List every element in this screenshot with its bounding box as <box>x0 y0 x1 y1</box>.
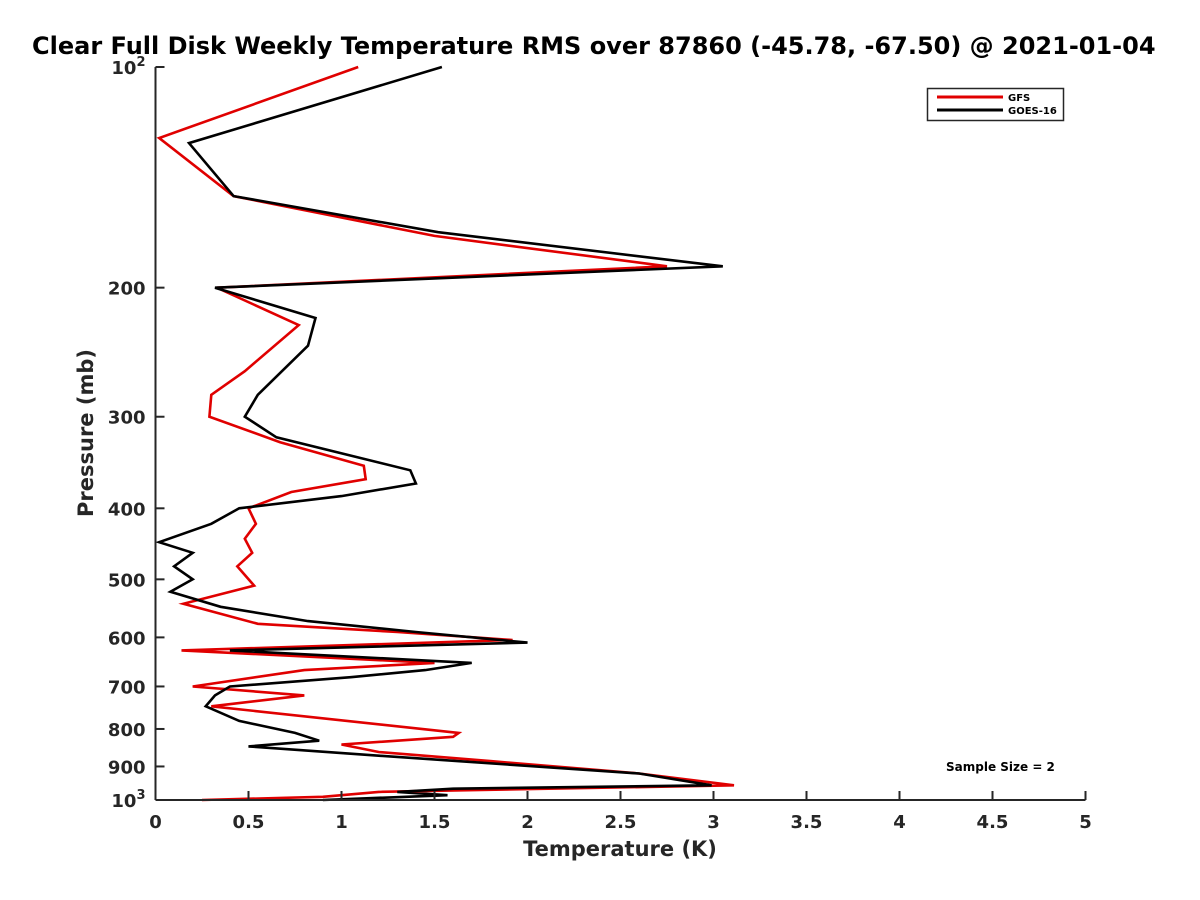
legend-label-goes16: GOES-16 <box>1008 106 1057 117</box>
legend: GFS GOES-16 <box>926 87 1065 122</box>
x-axis-label: Temperature (K) <box>523 837 717 861</box>
series-line-goes16 <box>155 65 723 802</box>
y-tick-label: 200 <box>108 279 146 300</box>
x-tick-label: 4 <box>893 812 906 833</box>
x-tick-label: 4.5 <box>977 812 1009 833</box>
x-tick-label: 1.5 <box>419 812 451 833</box>
x-tick-label: 0 <box>149 812 162 833</box>
axes: 0 0.5 1 1.5 2 2.5 3 3.5 4 4.5 5 102 200 300 400 500 600… <box>108 55 1092 833</box>
series-line-gfs <box>156 65 735 802</box>
x-ticks: 0 0.5 1 1.5 2 2.5 3 3.5 4 4.5 5 <box>149 791 1092 833</box>
x-tick-label: 3.5 <box>791 812 823 833</box>
x-tick-label: 3 <box>707 812 720 833</box>
y-axis-label: Pressure (mb) <box>74 349 98 517</box>
y-tick-label: 900 <box>108 757 146 778</box>
chart-title: Clear Full Disk Weekly Temperature RMS o… <box>32 32 1156 60</box>
x-tick-label: 5 <box>1079 812 1092 833</box>
y-tick-label: 300 <box>108 408 146 429</box>
y-tick-label: 700 <box>108 677 146 698</box>
y-tick-label: 102 <box>111 55 145 79</box>
y-tick-label: 800 <box>108 720 146 741</box>
y-tick-label: 400 <box>108 499 146 520</box>
sample-size-annotation: Sample Size = 2 <box>946 760 1055 774</box>
y-tick-label: 500 <box>108 570 146 591</box>
legend-box <box>926 87 1065 122</box>
x-tick-label: 0.5 <box>233 812 265 833</box>
y-tick-label: 103 <box>111 788 145 812</box>
y-ticks: 102 200 300 400 500 600 700 800 900 103 <box>108 55 165 812</box>
y-tick-label: 600 <box>108 628 146 649</box>
series-layer <box>155 65 735 802</box>
x-tick-label: 1 <box>335 812 348 833</box>
x-tick-label: 2.5 <box>605 812 637 833</box>
legend-label-gfs: GFS <box>1008 93 1030 104</box>
x-tick-label: 2 <box>521 812 534 833</box>
